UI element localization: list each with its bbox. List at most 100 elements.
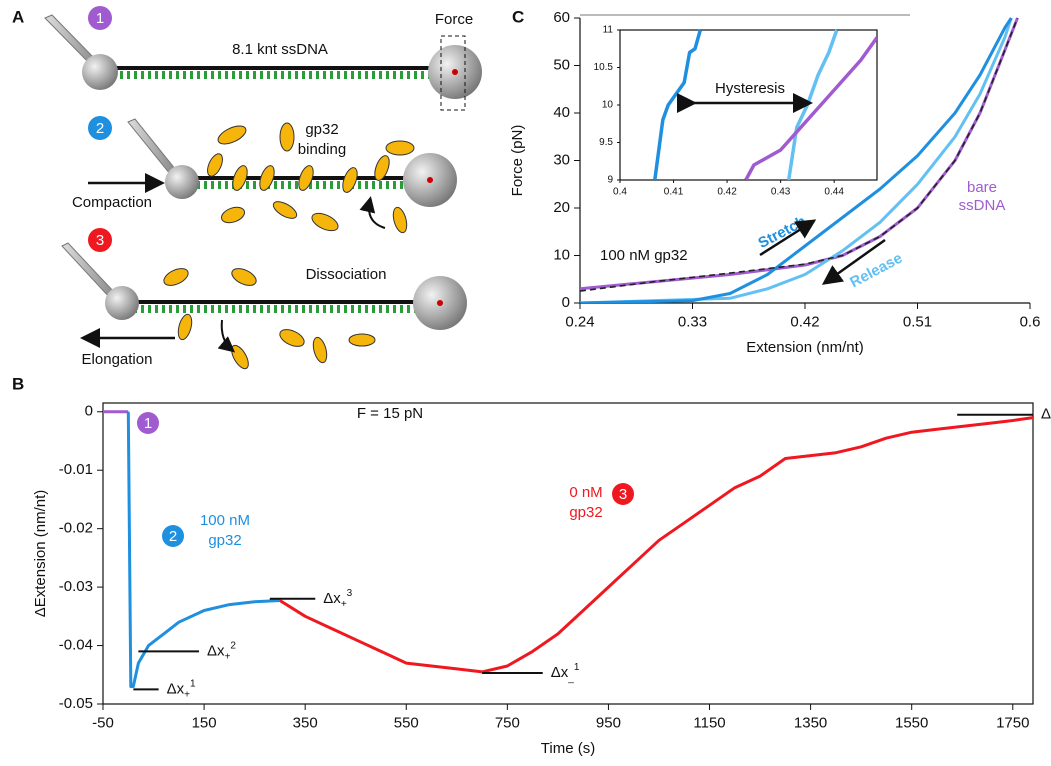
step-badge: [88, 116, 112, 140]
x-tick-label: 0.44: [824, 187, 844, 198]
step-badge: [162, 525, 184, 547]
y-axis-label: Force (pN): [509, 125, 526, 197]
annotation: 100 nM gp32: [600, 247, 688, 264]
annotation: ssDNA: [959, 197, 1006, 214]
y-axis-label: ΔExtension (nm/nt): [32, 490, 49, 618]
y-tick-label: 0: [562, 294, 570, 311]
x-tick-label: 0.51: [903, 313, 932, 330]
gp32-proteins: [207, 122, 415, 234]
annotation: Hysteresis: [715, 80, 785, 97]
x-tick-label: 950: [596, 714, 621, 731]
x-tick-label: 1150: [693, 714, 725, 731]
y-tick-label: 10: [553, 246, 570, 263]
step-badge: [137, 412, 159, 434]
annotation: Release: [847, 250, 905, 292]
annotation: 1: [144, 415, 152, 432]
step-badge: [88, 6, 112, 30]
bead: [82, 54, 118, 90]
data-line: [279, 416, 1033, 674]
level-sub: +: [341, 598, 347, 609]
bead: [165, 165, 199, 199]
step-number: 2: [96, 120, 104, 137]
y-tick-label: 9: [607, 175, 613, 186]
x-tick-label: 0.41: [664, 187, 684, 198]
level-sup: 2: [230, 640, 236, 651]
panel-letter: B: [12, 374, 24, 393]
y-tick-label: -0.01: [59, 461, 93, 478]
annotation: F = 15 pN: [357, 405, 423, 422]
step-number: 1: [96, 10, 104, 27]
y-tick-label: 9.5: [599, 137, 613, 148]
dna: [113, 66, 443, 70]
elongation-label: Elongation: [82, 351, 153, 368]
arrow: [217, 319, 236, 353]
y-tick-label: -0.03: [59, 578, 93, 595]
annotation: 3: [619, 486, 627, 503]
trap-center: [427, 177, 433, 183]
level-text: Δx: [167, 680, 185, 697]
x-tick-label: 1550: [895, 714, 928, 731]
level-sup: 1: [574, 662, 580, 673]
data-line: [786, 29, 839, 180]
annotation: gp32: [208, 532, 241, 549]
step-number: 3: [96, 232, 104, 249]
data-line: [580, 17, 1019, 292]
y-tick-label: 10.5: [594, 62, 614, 73]
level-text: Δx: [323, 590, 341, 607]
data-line: [580, 17, 1013, 303]
pipette: [127, 118, 177, 175]
dna: [136, 300, 416, 304]
x-tick-label: 0.42: [717, 187, 737, 198]
arrow: [359, 196, 386, 229]
x-tick-label: 0.42: [790, 313, 819, 330]
panel-a: A Force 8.1 knt ssDNA 1 gp32 binding Com…: [12, 6, 482, 370]
bead: [105, 286, 139, 320]
y-tick-label: 11: [603, 25, 614, 36]
y-tick-label: 10: [602, 100, 614, 111]
trap-center: [452, 69, 458, 75]
step-badge: [612, 483, 634, 505]
level-sub: +: [225, 651, 231, 662]
x-tick-label: 0.4: [613, 187, 627, 198]
level-text: Δx: [551, 664, 569, 681]
x-tick-label: 1750: [996, 714, 1029, 731]
binding-label: gp32: [305, 121, 338, 138]
data-line: [580, 17, 1013, 303]
annotation: 2: [169, 528, 177, 545]
step-badge: [88, 228, 112, 252]
data-line: [126, 411, 280, 688]
compaction-label: Compaction: [72, 194, 152, 211]
y-tick-label: 20: [553, 199, 570, 216]
dna-bases: [136, 305, 416, 313]
x-axis-label: Extension (nm/nt): [746, 339, 864, 356]
x-tick-label: 0.43: [771, 187, 791, 198]
level-label: Δx+1: [167, 678, 196, 700]
y-tick-label: 30: [553, 151, 570, 168]
level-label: Δx+3: [323, 587, 352, 609]
panel-letter: C: [512, 7, 524, 26]
annotation: gp32: [569, 504, 602, 521]
y-tick-label: 60: [553, 9, 570, 26]
y-tick-label: -0.04: [59, 637, 93, 654]
x-tick-label: 550: [394, 714, 419, 731]
annotation: 0 nM: [569, 484, 602, 501]
dissociation-label: Dissociation: [306, 266, 387, 283]
dna-label: 8.1 knt ssDNA: [232, 41, 328, 58]
force-label: Force: [435, 11, 473, 28]
binding-label: binding: [298, 141, 346, 158]
arrow: [759, 219, 817, 257]
arrow: [821, 238, 886, 285]
x-tick-label: 0.6: [1020, 313, 1041, 330]
data-line: [653, 29, 702, 180]
level-sup: 1: [190, 678, 196, 689]
plot-frame: [102, 402, 1034, 705]
panel-letter: A: [12, 7, 24, 26]
level-label: Δx+2: [207, 640, 236, 662]
level-sup: 3: [347, 587, 353, 598]
level-text: Δx: [1041, 406, 1051, 423]
y-tick-label: 0: [85, 403, 93, 420]
y-tick-label: 40: [553, 104, 570, 121]
x-tick-label: 150: [192, 714, 217, 731]
y-tick-label: 50: [553, 56, 570, 73]
